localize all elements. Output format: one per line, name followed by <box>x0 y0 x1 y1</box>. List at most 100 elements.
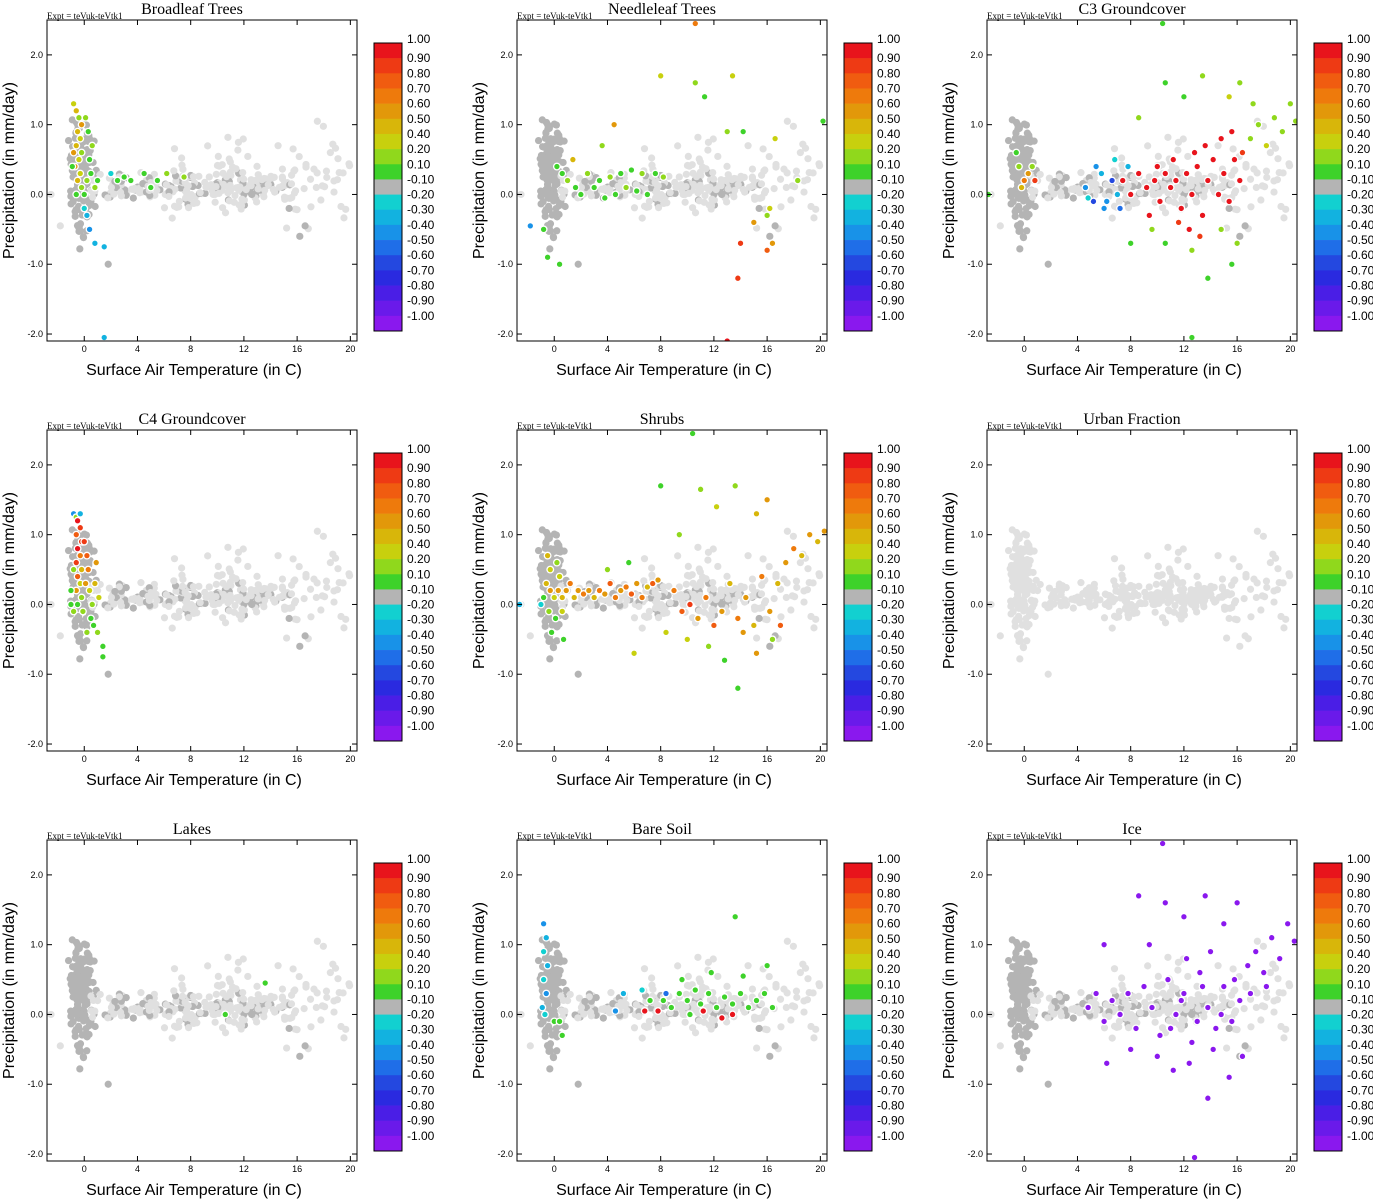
background-point <box>189 583 198 591</box>
colorbar-swatch <box>374 984 402 1000</box>
background-point <box>162 1001 170 1009</box>
background-point <box>800 598 808 606</box>
y-axis-label: Precipitation (in mm/day) <box>1 902 18 1079</box>
background-point <box>323 583 331 591</box>
background-point <box>681 198 689 206</box>
colorbar-label: 0.10 <box>877 567 901 581</box>
background-point <box>708 1015 716 1023</box>
colorbar-label: 0.80 <box>1347 66 1371 80</box>
y-tick-label: 0.0 <box>30 189 43 199</box>
background-point <box>800 177 808 185</box>
colorbar-label: -1.00 <box>407 719 435 733</box>
background-point <box>1019 1053 1027 1061</box>
colorbar-label: 0.10 <box>1347 567 1371 581</box>
panel-title: C3 Groundcover <box>1078 1 1186 18</box>
background-point <box>248 190 256 199</box>
colorbar-swatch <box>374 285 402 301</box>
x-axis-label: Surface Air Temperature (in C) <box>86 1182 302 1199</box>
background-point <box>1024 137 1032 145</box>
background-point <box>175 1017 183 1025</box>
background-point <box>189 993 198 1001</box>
points-layer <box>517 912 824 1088</box>
background-point <box>339 169 347 177</box>
data-point <box>1249 99 1258 108</box>
background-point <box>234 138 243 146</box>
background-point <box>1165 197 1173 205</box>
colorbar-label: -0.10 <box>877 992 905 1006</box>
background-point <box>1077 579 1085 587</box>
x-tick-label: 8 <box>658 1164 663 1174</box>
y-axis-label: Precipitation (in mm/day) <box>941 492 958 669</box>
data-point <box>1017 183 1026 192</box>
background-point <box>800 188 808 196</box>
data-point <box>640 1007 649 1015</box>
background-point <box>110 190 118 198</box>
data-point <box>1030 176 1039 185</box>
background-point <box>549 1053 557 1061</box>
background-point <box>1279 579 1287 587</box>
background-point <box>1044 260 1052 268</box>
colorbar-swatch <box>374 209 402 226</box>
background-point <box>244 972 252 981</box>
background-point <box>776 995 785 1003</box>
colorbar-swatch <box>844 1060 872 1076</box>
data-point <box>78 607 87 616</box>
x-tick-label: 16 <box>762 1164 772 1174</box>
data-point <box>757 572 766 581</box>
background-point <box>71 954 79 962</box>
background-point <box>76 245 84 253</box>
x-tick-label: 8 <box>1128 344 1133 354</box>
background-point <box>708 195 716 203</box>
background-point <box>1022 204 1030 213</box>
background-point <box>313 579 321 587</box>
data-point <box>1126 190 1135 199</box>
colorbar-swatch <box>844 710 872 727</box>
colorbar: 1.000.900.800.700.600.500.400.200.10-0.1… <box>373 852 435 1152</box>
data-point <box>543 961 552 970</box>
data-point <box>555 572 564 581</box>
background-point <box>326 969 334 977</box>
background-point <box>1246 175 1255 183</box>
data-point <box>1126 239 1135 248</box>
background-point <box>330 997 338 1005</box>
background-point <box>663 609 671 617</box>
data-point <box>683 996 692 1005</box>
colorbar-swatch <box>1314 73 1342 89</box>
colorbar-label: 0.50 <box>1347 112 1371 126</box>
data-point <box>651 169 660 178</box>
background-point <box>1164 133 1172 141</box>
background-point <box>248 600 256 609</box>
background-point <box>209 190 217 199</box>
data-point <box>120 173 129 181</box>
data-point <box>1262 141 1271 150</box>
data-point <box>77 120 86 129</box>
data-point <box>90 579 99 588</box>
x-tick-label: 8 <box>1128 754 1133 764</box>
data-point <box>146 183 155 192</box>
x-tick-label: 4 <box>135 1164 140 1174</box>
background-point <box>247 1002 255 1010</box>
colorbar-swatch <box>844 574 872 590</box>
data-point <box>1230 155 1239 164</box>
background-point <box>638 624 646 632</box>
colorbar: 1.000.900.800.700.600.500.400.200.10-0.1… <box>843 442 905 742</box>
background-point <box>1182 186 1190 194</box>
background-point <box>228 163 237 171</box>
data-point <box>707 968 716 977</box>
background-point <box>1247 203 1255 211</box>
data-point <box>739 127 748 136</box>
background-point <box>761 166 769 174</box>
background-point <box>234 966 242 974</box>
colorbar: 1.000.900.800.700.600.500.400.200.10-0.1… <box>1313 32 1373 332</box>
colorbar-label: -0.20 <box>407 188 435 202</box>
x-tick-label: 0 <box>1022 344 1027 354</box>
background-point <box>1056 598 1065 606</box>
plot-frame <box>516 429 828 752</box>
background-point <box>1257 196 1265 204</box>
data-point <box>643 583 652 591</box>
y-tick-label: 2.0 <box>500 460 513 470</box>
colorbar-label: -1.00 <box>407 1129 435 1143</box>
data-point <box>1169 155 1178 164</box>
background-point <box>253 608 261 616</box>
colorbar-swatch <box>844 453 872 469</box>
